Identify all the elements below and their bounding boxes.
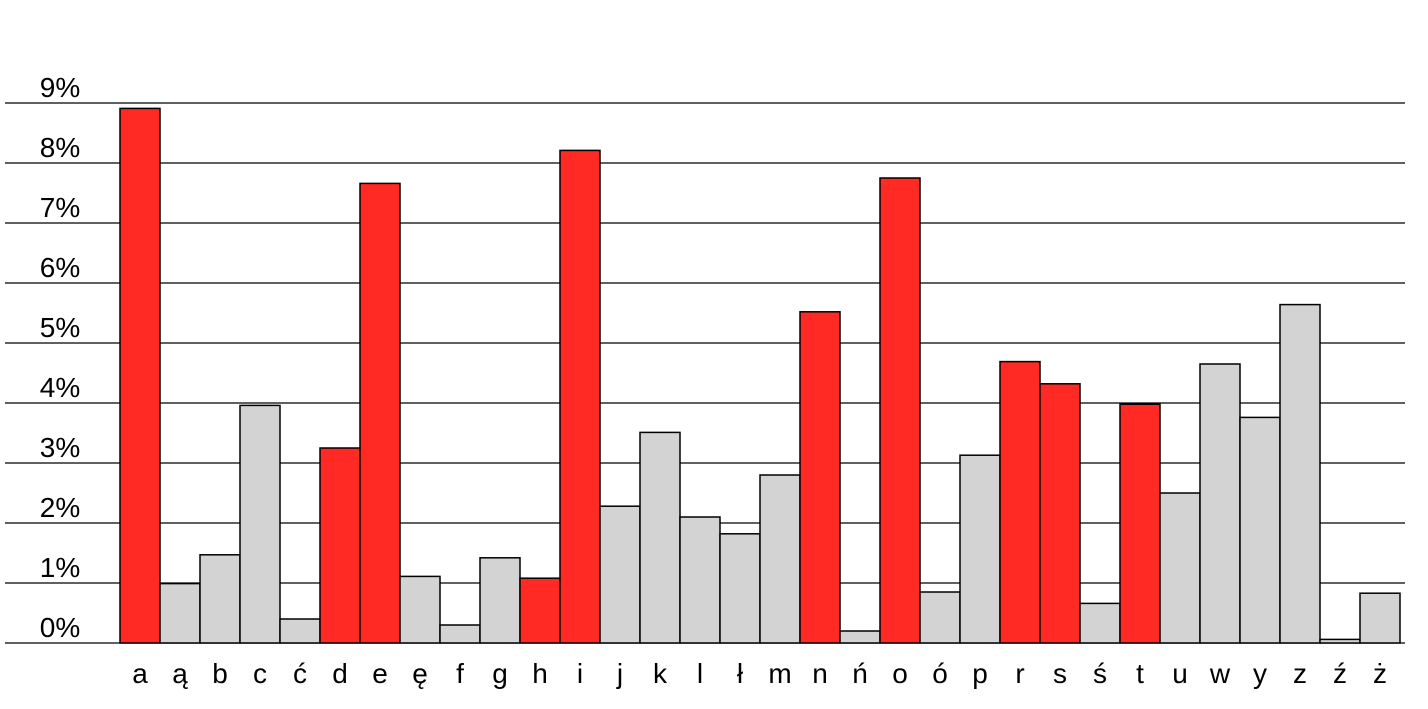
bar-default <box>159 582 201 644</box>
bar-default <box>279 618 321 644</box>
bar-default <box>239 404 281 644</box>
y-tick-label: 0% <box>40 612 80 643</box>
category-label: ć <box>293 658 307 689</box>
bar-highlighted <box>879 177 921 644</box>
category-label: g <box>492 658 508 689</box>
bar-default <box>679 516 721 644</box>
category-label: t <box>1136 658 1144 689</box>
bar-default <box>919 591 961 644</box>
y-tick-label: 9% <box>40 72 80 103</box>
y-axis-tick-labels: 0% 1% 2% 3% 4% 5% 6% 7% 8% 9% <box>40 72 80 643</box>
bar-default <box>1199 363 1241 644</box>
bar-default <box>1159 492 1201 644</box>
category-label: n <box>812 658 828 689</box>
category-label: y <box>1253 658 1267 689</box>
category-label: k <box>653 658 668 689</box>
category-label: p <box>972 658 988 689</box>
category-label: w <box>1209 658 1231 689</box>
category-label: l <box>697 658 703 689</box>
bar-highlighted <box>799 311 841 644</box>
y-tick-label: 2% <box>40 492 80 523</box>
bar-default <box>1239 416 1281 644</box>
bar-default <box>599 505 641 644</box>
bar-default <box>399 575 441 644</box>
category-label: ł <box>737 658 744 689</box>
y-tick-label: 1% <box>40 552 80 583</box>
y-tick-label: 6% <box>40 252 80 283</box>
y-tick-label: 4% <box>40 372 80 403</box>
category-label: d <box>332 658 348 689</box>
bar-highlighted <box>359 182 401 644</box>
bar-highlighted <box>519 577 561 644</box>
bar-highlighted <box>999 360 1041 644</box>
category-label: ą <box>172 658 188 689</box>
category-label: u <box>1172 658 1188 689</box>
y-tick-label: 5% <box>40 312 80 343</box>
y-tick-label: 3% <box>40 432 80 463</box>
bar-highlighted <box>1119 403 1161 644</box>
bar-default <box>759 474 801 644</box>
category-label: s <box>1053 658 1067 689</box>
bar-highlighted <box>119 107 161 644</box>
bar-highlighted <box>559 149 601 644</box>
category-label: b <box>212 658 228 689</box>
bar-default <box>1079 602 1121 644</box>
category-label: c <box>253 658 267 689</box>
bar-default <box>959 454 1001 644</box>
bar-default <box>199 554 241 644</box>
category-label: j <box>616 658 623 689</box>
bar-highlighted <box>319 447 361 644</box>
category-label: e <box>372 658 388 689</box>
y-tick-label: 7% <box>40 192 80 223</box>
category-label: ę <box>412 658 428 689</box>
y-tick-label: 8% <box>40 132 80 163</box>
category-label: ó <box>932 658 948 689</box>
category-label: o <box>892 658 908 689</box>
bar-default <box>439 624 481 644</box>
category-label: i <box>577 658 583 689</box>
bar-highlighted <box>1039 383 1081 644</box>
category-label: f <box>456 658 464 689</box>
category-label: h <box>532 658 548 689</box>
category-label: a <box>132 658 148 689</box>
category-label: ś <box>1093 658 1107 689</box>
category-label: m <box>768 658 791 689</box>
category-label: ż <box>1373 658 1387 689</box>
bar-default <box>1319 638 1361 644</box>
bar-default <box>719 533 761 644</box>
bar-default <box>1359 592 1401 644</box>
category-label: r <box>1015 658 1024 689</box>
category-label: ń <box>852 658 868 689</box>
category-label: z <box>1293 658 1307 689</box>
bar-default <box>1279 303 1321 644</box>
bars <box>119 107 1401 644</box>
bar-default <box>839 630 881 644</box>
category-label: ź <box>1333 658 1347 689</box>
bar-default <box>479 557 521 644</box>
bar-default <box>639 431 681 644</box>
